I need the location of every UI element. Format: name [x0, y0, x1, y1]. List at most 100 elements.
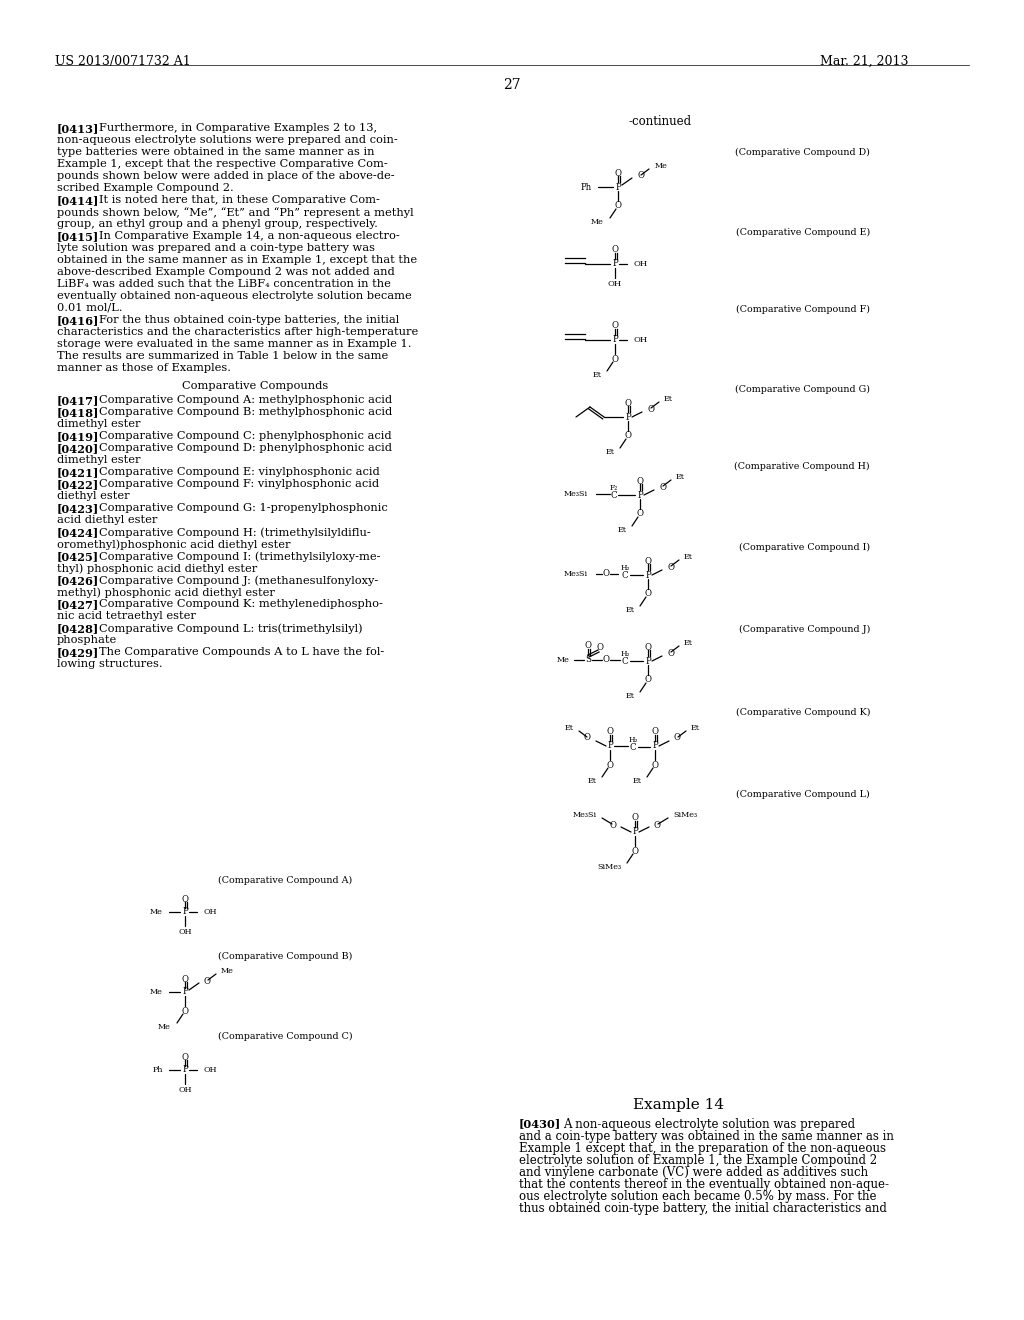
Text: O: O	[667, 562, 674, 572]
Text: above-described Example Compound 2 was not added and: above-described Example Compound 2 was n…	[57, 267, 394, 277]
Text: [0421]: [0421]	[57, 467, 99, 478]
Text: Et: Et	[618, 525, 627, 535]
Text: H₂: H₂	[621, 564, 630, 572]
Text: For the thus obtained coin-type batteries, the initial: For the thus obtained coin-type batterie…	[99, 315, 399, 325]
Text: P: P	[645, 570, 651, 579]
Text: Et: Et	[593, 371, 602, 379]
Text: (Comparative Compound A): (Comparative Compound A)	[218, 876, 352, 886]
Text: [0425]: [0425]	[57, 550, 99, 562]
Text: O: O	[181, 974, 188, 983]
Text: Furthermore, in Comparative Examples 2 to 13,: Furthermore, in Comparative Examples 2 t…	[99, 123, 377, 133]
Text: [0422]: [0422]	[57, 479, 99, 490]
Text: Ph: Ph	[581, 182, 592, 191]
Text: [0429]: [0429]	[57, 647, 99, 657]
Text: non-aqueous electrolyte solutions were prepared and coin-: non-aqueous electrolyte solutions were p…	[57, 135, 397, 145]
Text: Me: Me	[591, 218, 604, 226]
Text: C: C	[622, 656, 629, 665]
Text: [0428]: [0428]	[57, 623, 99, 634]
Text: S: S	[585, 656, 591, 664]
Text: OH: OH	[203, 1067, 216, 1074]
Text: Et: Et	[588, 777, 597, 785]
Text: scribed Example Compound 2.: scribed Example Compound 2.	[57, 183, 233, 193]
Text: O: O	[644, 676, 651, 685]
Text: O: O	[611, 322, 618, 330]
Text: O: O	[674, 734, 681, 742]
Text: diethyl ester: diethyl ester	[57, 491, 130, 502]
Text: Comparative Compound D: phenylphosphonic acid: Comparative Compound D: phenylphosphonic…	[99, 444, 392, 453]
Text: eventually obtained non-aqueous electrolyte solution became: eventually obtained non-aqueous electrol…	[57, 290, 412, 301]
Text: and a coin-type battery was obtained in the same manner as in: and a coin-type battery was obtained in …	[519, 1130, 894, 1143]
Text: O: O	[181, 1006, 188, 1015]
Text: Comparative Compound I: (trimethylsilyloxy-me-: Comparative Compound I: (trimethylsilylo…	[99, 550, 381, 561]
Text: [0414]: [0414]	[57, 195, 99, 206]
Text: Example 1, except that the respective Comparative Com-: Example 1, except that the respective Co…	[57, 158, 388, 169]
Text: O: O	[667, 648, 674, 657]
Text: [0418]: [0418]	[57, 407, 99, 418]
Text: pounds shown below, “Me”, “Et” and “Ph” represent a methyl: pounds shown below, “Me”, “Et” and “Ph” …	[57, 207, 414, 218]
Text: P: P	[182, 908, 187, 916]
Text: Me₃Si: Me₃Si	[564, 570, 588, 578]
Text: (Comparative Compound H): (Comparative Compound H)	[734, 462, 870, 471]
Text: OH: OH	[178, 928, 191, 936]
Text: US 2013/0071732 A1: US 2013/0071732 A1	[55, 55, 190, 69]
Text: P: P	[612, 335, 617, 345]
Text: [0423]: [0423]	[57, 503, 99, 513]
Text: O: O	[637, 510, 643, 519]
Text: O: O	[659, 483, 666, 491]
Text: P: P	[652, 742, 657, 751]
Text: F₂: F₂	[610, 484, 618, 492]
Text: O: O	[609, 821, 616, 829]
Text: [0426]: [0426]	[57, 576, 99, 586]
Text: O: O	[584, 734, 591, 742]
Text: O: O	[614, 169, 622, 177]
Text: [0417]: [0417]	[57, 395, 99, 407]
Text: LiBF₄ was added such that the LiBF₄ concentration in the: LiBF₄ was added such that the LiBF₄ conc…	[57, 279, 391, 289]
Text: OH: OH	[633, 260, 647, 268]
Text: H₂: H₂	[629, 737, 638, 744]
Text: [0416]: [0416]	[57, 315, 99, 326]
Text: that the contents thereof in the eventually obtained non-aque-: that the contents thereof in the eventua…	[519, 1177, 889, 1191]
Text: dimethyl ester: dimethyl ester	[57, 455, 140, 465]
Text: (Comparative Compound L): (Comparative Compound L)	[736, 789, 870, 799]
Text: phosphate: phosphate	[57, 635, 118, 645]
Text: Me₃Si: Me₃Si	[564, 490, 588, 498]
Text: [0430]: [0430]	[519, 1118, 561, 1129]
Text: 27: 27	[503, 78, 521, 92]
Text: O: O	[651, 760, 658, 770]
Text: C: C	[622, 570, 629, 579]
Text: Comparative Compound K: methylenediphospho-: Comparative Compound K: methylenediphosp…	[99, 599, 383, 609]
Text: The Comparative Compounds A to L have the fol-: The Comparative Compounds A to L have th…	[99, 647, 384, 657]
Text: lowing structures.: lowing structures.	[57, 659, 163, 669]
Text: -continued: -continued	[629, 115, 691, 128]
Text: Et: Et	[664, 395, 673, 403]
Text: SiMe₃: SiMe₃	[673, 810, 697, 818]
Text: Comparative Compound B: methylphosphonic acid: Comparative Compound B: methylphosphonic…	[99, 407, 392, 417]
Text: Example 14: Example 14	[634, 1098, 725, 1111]
Text: ous electrolyte solution each became 0.5% by mass. For the: ous electrolyte solution each became 0.5…	[519, 1191, 877, 1203]
Text: O: O	[606, 760, 613, 770]
Text: Comparative Compound H: (trimethylsilyldiflu-: Comparative Compound H: (trimethylsilyld…	[99, 527, 371, 537]
Text: (Comparative Compound B): (Comparative Compound B)	[218, 952, 352, 961]
Text: P: P	[615, 182, 621, 191]
Text: Comparative Compound J: (methanesulfonyloxy-: Comparative Compound J: (methanesulfonyl…	[99, 576, 378, 586]
Text: O: O	[602, 569, 609, 578]
Text: P: P	[607, 742, 613, 751]
Text: P: P	[182, 1065, 187, 1074]
Text: O: O	[611, 246, 618, 255]
Text: O: O	[602, 656, 609, 664]
Text: OH: OH	[178, 1086, 191, 1094]
Text: (Comparative Compound D): (Comparative Compound D)	[735, 148, 870, 157]
Text: O: O	[597, 644, 603, 652]
Text: pounds shown below were added in place of the above-de-: pounds shown below were added in place o…	[57, 172, 394, 181]
Text: obtained in the same manner as in Example 1, except that the: obtained in the same manner as in Exampl…	[57, 255, 417, 265]
Text: OH: OH	[633, 337, 647, 345]
Text: and vinylene carbonate (VC) were added as additives such: and vinylene carbonate (VC) were added a…	[519, 1166, 868, 1179]
Text: Comparative Compounds: Comparative Compounds	[182, 381, 328, 391]
Text: Me₃Si: Me₃Si	[572, 810, 597, 818]
Text: P: P	[625, 412, 631, 421]
Text: Et: Et	[626, 606, 635, 614]
Text: O: O	[644, 557, 651, 565]
Text: Me: Me	[557, 656, 570, 664]
Text: In Comparative Example 14, a non-aqueous electro-: In Comparative Example 14, a non-aqueous…	[99, 231, 399, 242]
Text: [0413]: [0413]	[57, 123, 99, 135]
